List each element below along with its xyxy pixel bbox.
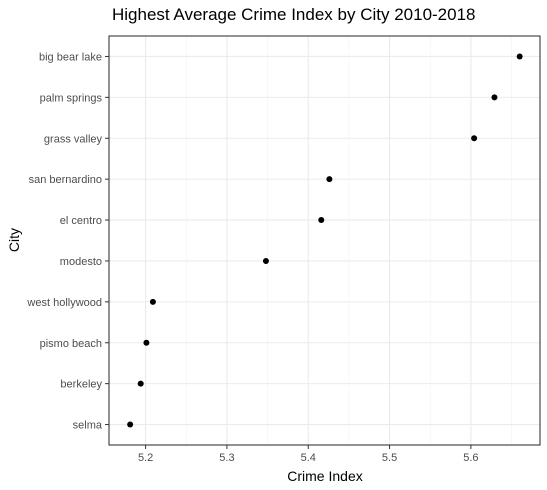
y-tick-label: pismo beach [40, 338, 102, 350]
y-tick-label: grass valley [44, 133, 103, 145]
data-point [471, 135, 478, 142]
data-point [143, 339, 150, 346]
x-tick-label: 5.6 [463, 452, 478, 464]
y-tick-label: west hollywood [26, 297, 102, 309]
data-point [516, 53, 523, 60]
x-tick-label: 5.4 [301, 452, 316, 464]
x-axis-title: Crime Index [287, 468, 362, 484]
y-tick-label: big bear lake [39, 51, 102, 63]
y-tick-label: palm springs [40, 92, 103, 104]
data-point [491, 94, 498, 101]
plot-area: 5.2 5.3 5.4 5.5 5.6 big bear lake palm springs… [26, 35, 541, 464]
x-tick-label: 5.5 [382, 452, 397, 464]
data-point [318, 217, 325, 224]
data-point [149, 298, 156, 305]
y-tick-label: el centro [60, 215, 102, 227]
panel-border [108, 35, 541, 446]
x-tick-label: 5.3 [219, 452, 234, 464]
x-tick-label: 5.2 [138, 452, 153, 464]
data-point [127, 421, 134, 428]
y-tick-label: selma [73, 420, 103, 432]
data-point [137, 380, 144, 387]
y-axis-title: City [6, 228, 22, 252]
chart-title: Highest Average Crime Index by City 2010… [112, 5, 476, 24]
data-point [262, 257, 269, 264]
y-tick-label: modesto [60, 256, 102, 268]
y-tick-label: berkeley [60, 379, 102, 391]
y-tick-label: san bernardino [29, 174, 102, 186]
data-point [326, 176, 333, 183]
